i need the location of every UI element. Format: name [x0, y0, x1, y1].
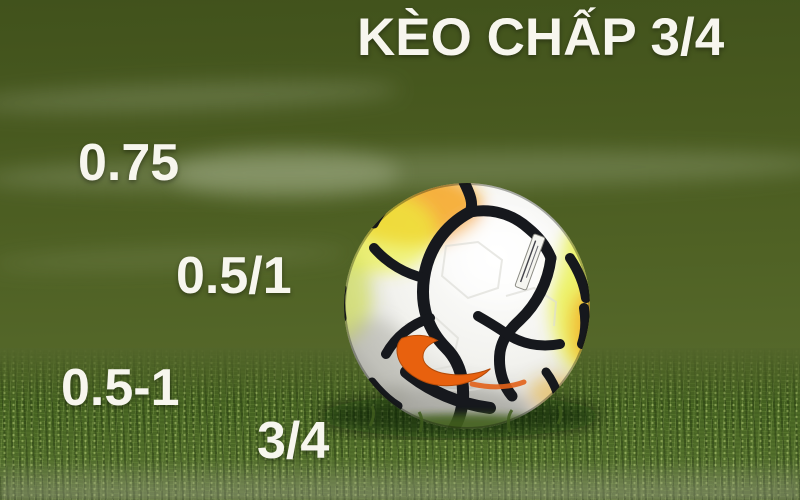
- odds-label-3: 0.5-1: [61, 359, 180, 417]
- soccer-ball: [320, 183, 600, 438]
- nike-swoosh-icon: [396, 334, 491, 387]
- odds-label-4: 3/4: [257, 412, 330, 470]
- bottom-haze: [0, 458, 800, 500]
- odds-label-2: 0.5/1: [176, 247, 292, 305]
- grass-blades: [368, 405, 563, 433]
- headline-text: KÈO CHẤP 3/4: [357, 8, 725, 67]
- light-band: [170, 148, 400, 198]
- odds-label-1: 0.75: [78, 134, 180, 192]
- ball-label-strip: [514, 233, 546, 291]
- ball-panel-lines: [344, 183, 590, 429]
- ball-surface: [344, 183, 590, 429]
